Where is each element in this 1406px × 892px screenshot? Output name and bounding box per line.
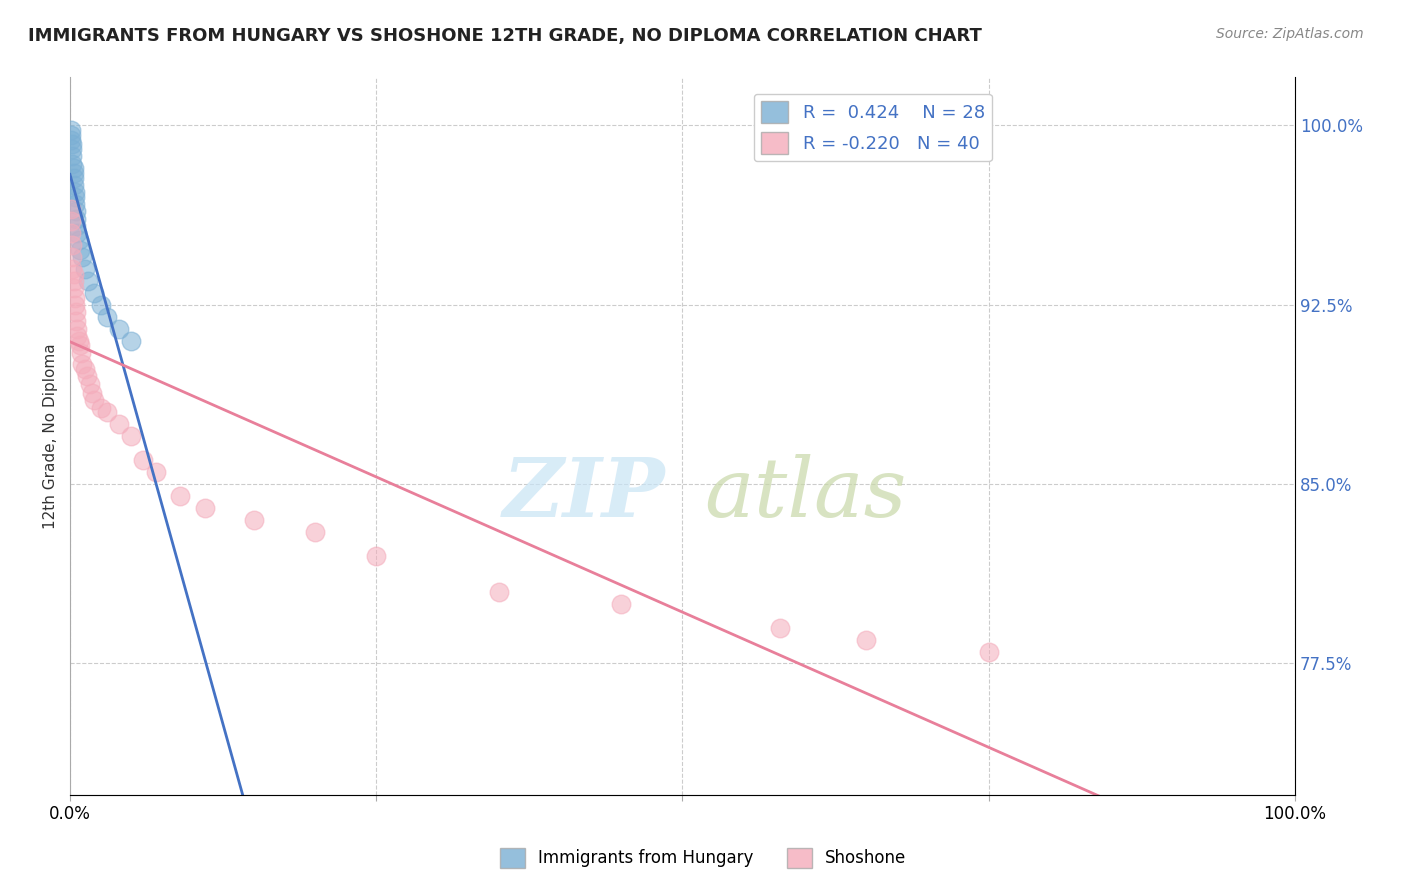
Text: IMMIGRANTS FROM HUNGARY VS SHOSHONE 12TH GRADE, NO DIPLOMA CORRELATION CHART: IMMIGRANTS FROM HUNGARY VS SHOSHONE 12TH… xyxy=(28,27,981,45)
Point xyxy=(73,362,96,376)
Point xyxy=(60,250,83,264)
Point xyxy=(120,334,142,348)
Point xyxy=(60,261,83,276)
Point xyxy=(90,298,112,312)
Point xyxy=(194,501,217,516)
Point xyxy=(60,202,83,216)
Point xyxy=(60,149,83,163)
Point xyxy=(63,197,86,211)
Point xyxy=(60,142,83,156)
Point xyxy=(65,314,87,328)
Point xyxy=(366,549,388,563)
Point xyxy=(62,166,84,180)
Point xyxy=(63,291,86,305)
Point xyxy=(60,214,83,228)
Point xyxy=(62,170,84,185)
Point xyxy=(855,632,877,647)
Point xyxy=(69,243,91,257)
Point xyxy=(60,128,83,142)
Point xyxy=(60,238,83,252)
Point xyxy=(145,465,167,479)
Text: ZIP: ZIP xyxy=(503,454,666,533)
Point xyxy=(70,358,93,372)
Point xyxy=(66,321,89,335)
Point xyxy=(62,267,84,281)
Point xyxy=(79,376,101,391)
Point xyxy=(80,386,103,401)
Point xyxy=(65,211,87,226)
Legend: R =  0.424    N = 28, R = -0.220   N = 40: R = 0.424 N = 28, R = -0.220 N = 40 xyxy=(754,94,993,161)
Point xyxy=(610,597,633,611)
Point xyxy=(62,161,84,176)
Point xyxy=(242,513,264,527)
Point xyxy=(67,334,90,348)
Point xyxy=(67,233,90,247)
Point xyxy=(76,369,98,384)
Point xyxy=(63,186,86,200)
Point xyxy=(77,274,100,288)
Point xyxy=(73,261,96,276)
Point xyxy=(62,178,84,192)
Point xyxy=(63,190,86,204)
Point xyxy=(60,133,83,147)
Point xyxy=(60,137,83,152)
Point xyxy=(96,310,118,324)
Point xyxy=(83,393,105,408)
Point xyxy=(83,285,105,300)
Point xyxy=(769,621,792,635)
Point xyxy=(62,274,84,288)
Point xyxy=(90,401,112,415)
Point xyxy=(132,453,155,467)
Point xyxy=(108,417,131,432)
Point xyxy=(62,281,84,295)
Point xyxy=(60,156,83,170)
Point xyxy=(65,204,87,219)
Point xyxy=(69,338,91,352)
Point xyxy=(977,644,1000,658)
Legend: Immigrants from Hungary, Shoshone: Immigrants from Hungary, Shoshone xyxy=(494,841,912,875)
Y-axis label: 12th Grade, No Diploma: 12th Grade, No Diploma xyxy=(44,343,58,529)
Point xyxy=(70,250,93,264)
Point xyxy=(96,405,118,419)
Point xyxy=(108,321,131,335)
Point xyxy=(65,219,87,233)
Text: atlas: atlas xyxy=(704,454,907,533)
Point xyxy=(120,429,142,443)
Point xyxy=(60,226,83,240)
Point xyxy=(70,345,93,359)
Point xyxy=(304,524,326,539)
Point xyxy=(60,123,83,137)
Point xyxy=(65,305,87,319)
Point xyxy=(63,298,86,312)
Point xyxy=(66,226,89,240)
Text: Source: ZipAtlas.com: Source: ZipAtlas.com xyxy=(1216,27,1364,41)
Point xyxy=(488,584,510,599)
Point xyxy=(66,328,89,343)
Point xyxy=(169,489,191,503)
